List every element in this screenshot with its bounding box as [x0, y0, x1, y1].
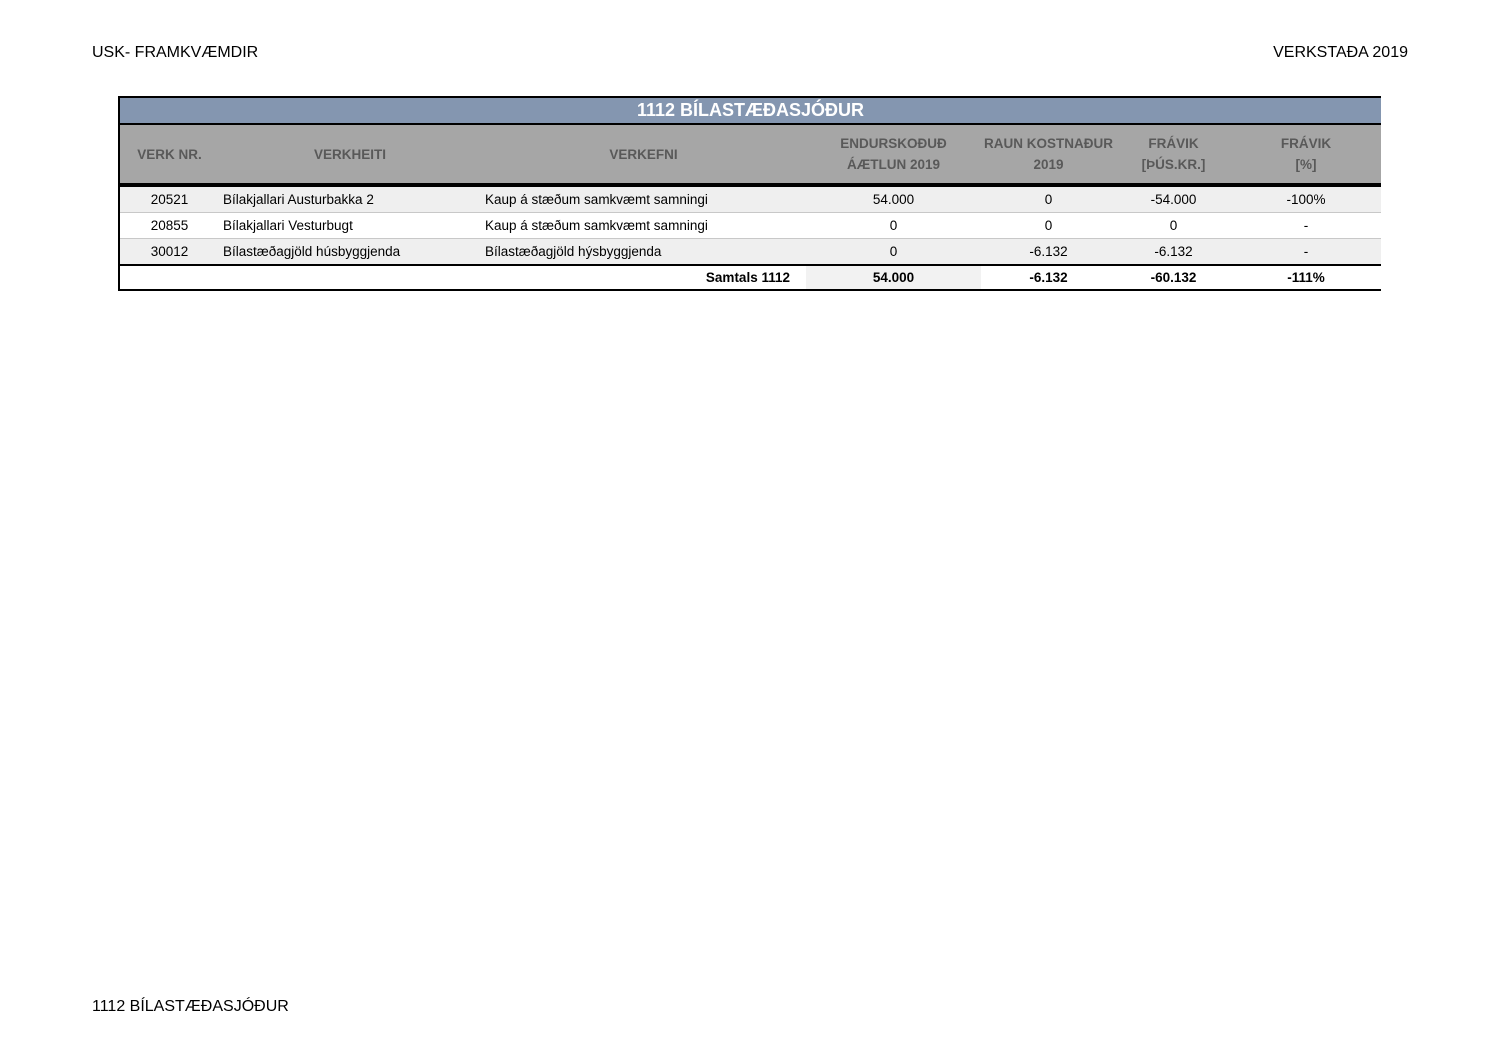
page-footer: 1112 BÍLASTÆÐASJÓÐUR [92, 998, 289, 1015]
column-header-row: VERK NR. VERKHEITI VERKEFNI ENDURSKOÐUÐ ÁÆTL… [118, 124, 1382, 187]
column-header: VERKHEITI [219, 124, 481, 187]
column-header: FRÁVIK [ÞÚS.KR.] [1116, 124, 1231, 187]
table-cell: Kaup á stæðum samkvæmt samningi [481, 212, 806, 239]
table-cell: 0 [1116, 212, 1231, 239]
table-title: 1112 BÍLASTÆÐASJÓÐUR [117, 96, 1382, 125]
column-header: FRÁVIK [%] [1231, 124, 1382, 187]
table-cell: 0 [981, 212, 1116, 239]
table-cell: Kaup á stæðum samkvæmt samningi [481, 185, 806, 213]
column-header-line: [ÞÚS.KR.] [1141, 157, 1206, 172]
table-cell: 0 [806, 238, 981, 266]
column-header: RAUN KOSTNAÐUR 2019 [981, 124, 1116, 187]
column-header-line: FRÁVIK [1148, 136, 1199, 151]
table-cell: Bílastæðagjöld hýsbyggjenda [481, 238, 806, 266]
page-header-left: USK- FRAMKVÆMDIR [92, 44, 259, 61]
column-header: VERK NR. [118, 124, 219, 187]
column-header-line: RAUN KOSTNAÐUR [984, 136, 1113, 151]
table-cell: 20855 [118, 212, 219, 239]
table-cell: -54.000 [1116, 185, 1231, 213]
table-cell: Bílakjallari Austurbakka 2 [219, 185, 481, 213]
table-cell: -6.132 [981, 238, 1116, 266]
budget-table: 1112 BÍLASTÆÐASJÓÐUR VERK NR. VERKHEITI VE… [117, 96, 1382, 291]
column-header-line: 2019 [1033, 157, 1064, 172]
column-header-line: [%] [1295, 157, 1317, 172]
total-cell: 54.000 [806, 264, 981, 291]
column-header: ENDURSKOÐUÐ ÁÆTLUN 2019 [806, 124, 981, 187]
total-label: Samtals 1112 [118, 264, 806, 291]
column-header-line: VERKEFNI [609, 146, 678, 162]
total-row: Samtals 1112 54.000 -6.132 -60.132 -111% [118, 264, 1382, 291]
column-header-line: VERKHEITI [313, 146, 386, 162]
table-row: 20855 Bílakjallari Vesturbugt Kaup á stæðu… [118, 212, 1382, 239]
table-cell: Bílakjallari Vesturbugt [219, 212, 481, 239]
total-cell: -111% [1231, 264, 1382, 291]
table-cell: -6.132 [1116, 238, 1231, 266]
table-cell: 20521 [118, 185, 219, 213]
column-header-line: FRÁVIK [1280, 136, 1332, 151]
table-cell: - [1231, 212, 1382, 239]
table-cell: -100% [1231, 185, 1382, 213]
table-cell: 54.000 [806, 185, 981, 213]
column-header: VERKEFNI [481, 124, 806, 187]
column-header-line: ENDURSKOÐUÐ [840, 136, 947, 151]
table-cell: 30012 [118, 238, 219, 266]
total-cell: -6.132 [981, 264, 1116, 291]
column-header-line: ÁÆTLUN 2019 [846, 157, 941, 172]
table-cell: 0 [806, 212, 981, 239]
table-row: 20521 Bílakjallari Austurbakka 2 Kaup á st… [118, 185, 1382, 213]
table-cell: 0 [981, 185, 1116, 213]
total-cell: -60.132 [1116, 264, 1231, 291]
column-header-line: VERK NR. [137, 146, 202, 162]
table-cell: - [1231, 238, 1382, 266]
table-cell: Bílastæðagjöld húsbyggjenda [219, 238, 481, 266]
table-title-row: 1112 BÍLASTÆÐASJÓÐUR [117, 96, 1382, 125]
table-row: 30012 Bílastæðagjöld húsbyggjenda Bílastæð… [118, 238, 1382, 266]
page-header-right: VERKSTAÐA 2019 [1273, 44, 1408, 61]
